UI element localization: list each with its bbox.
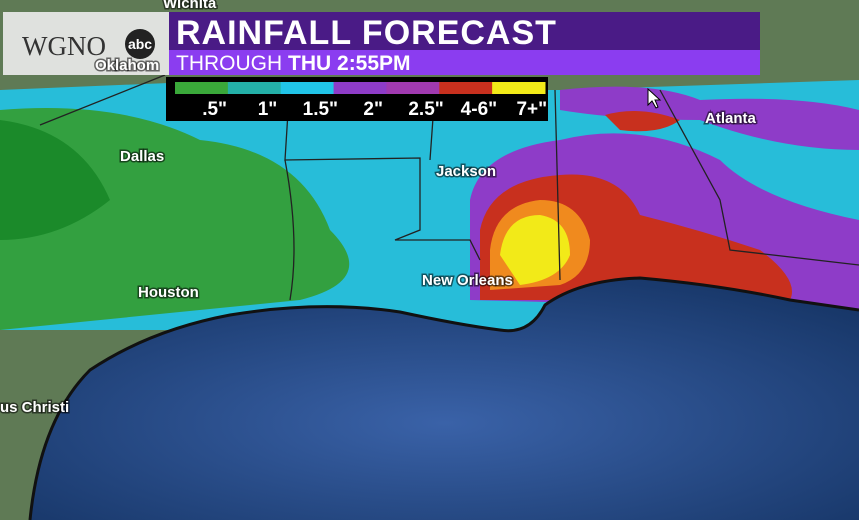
legend-swatch: [175, 82, 229, 94]
network-label: abc: [128, 36, 152, 52]
title: RAINFALL FORECAST: [176, 14, 557, 52]
city-label: New Orleans: [422, 272, 513, 289]
rain-yellow: [500, 215, 570, 285]
legend-label: 4-6": [461, 99, 497, 120]
city-label: Houston: [138, 284, 199, 301]
network-logo: [125, 29, 155, 59]
header: WGNO abc RAINFALL FORECAST THROUGH THU 2…: [3, 12, 760, 75]
cursor: [647, 87, 662, 109]
cities: Wichita Oklahom Dallas Jackson Atlanta Housto…: [0, 0, 758, 418]
legend: .5" 1" 1.5" 2" 2.5" 4-6" 7+": [166, 77, 548, 121]
legend-swatch: [227, 82, 282, 94]
legend-swatch: [280, 82, 335, 94]
subtitle: THROUGH THU 2:55PM: [176, 52, 411, 75]
rain-dark-green: [0, 120, 110, 240]
legend-label: 2": [363, 99, 383, 120]
city-label: Jackson: [436, 163, 496, 180]
legend-swatch: [492, 82, 546, 94]
city-label: us Christi: [0, 399, 69, 416]
legend-label: 7+": [516, 99, 547, 120]
legend-label: .5": [202, 99, 227, 120]
rain-purple-north: [560, 86, 859, 150]
subtitle-time: THU 2:55PM: [288, 52, 411, 75]
legend-swatch: [386, 82, 440, 94]
subtitle-bar: [169, 50, 760, 75]
city-label: Atlanta: [705, 110, 756, 127]
gulf: [30, 278, 859, 520]
station-logo: WGNO: [22, 31, 106, 61]
city-label: Dallas: [120, 148, 164, 165]
rain-red-north: [605, 111, 680, 132]
legend-swatch: [333, 82, 387, 94]
coastline: [28, 276, 859, 520]
state-borders: [39, 74, 859, 301]
legend-label: 1.5": [303, 99, 338, 120]
title-bar: [169, 12, 760, 50]
subtitle-prefix: THROUGH: [176, 52, 282, 75]
legend-label: 1": [258, 99, 278, 120]
legend-swatch: [439, 82, 493, 94]
legend-label: 2.5": [408, 99, 443, 120]
border: [284, 89, 859, 301]
city-label: Oklahom: [95, 57, 159, 74]
city-label: Wichita: [163, 0, 217, 12]
